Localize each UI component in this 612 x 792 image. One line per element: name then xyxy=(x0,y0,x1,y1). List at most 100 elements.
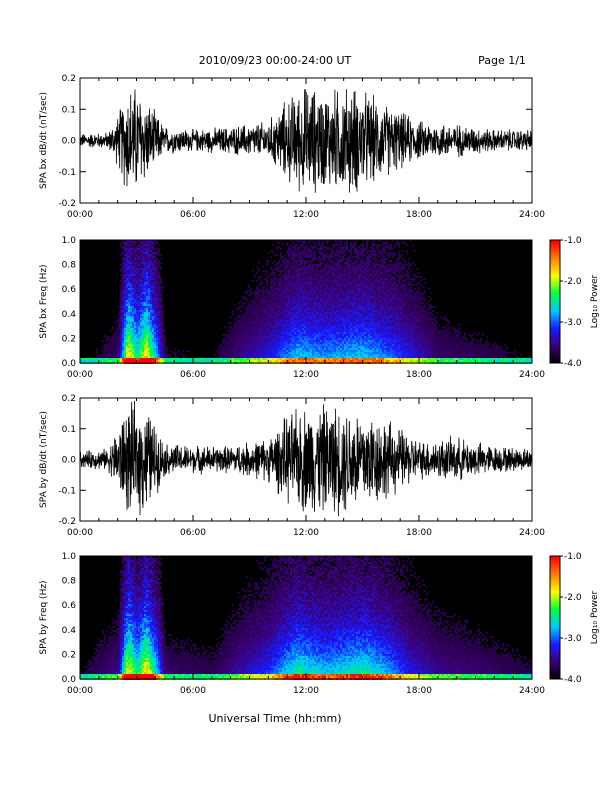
spectrogram-cell xyxy=(154,306,156,308)
spectrogram-cell xyxy=(242,330,244,332)
spectrogram-cell xyxy=(308,242,310,244)
spectrogram-cell xyxy=(270,312,272,314)
spectrogram-cell xyxy=(324,304,326,306)
spectrogram-cell xyxy=(350,346,352,348)
spectrogram-cell xyxy=(358,298,360,300)
spectrogram-cell xyxy=(256,358,258,360)
spectrogram-cell xyxy=(144,290,146,292)
spectrogram-cell xyxy=(260,276,262,278)
spectrogram-cell xyxy=(300,352,302,354)
spectrogram-cell xyxy=(126,332,128,334)
spectrogram-cell xyxy=(322,314,324,316)
spectrogram-cell xyxy=(312,336,314,338)
spectrogram-cell xyxy=(234,344,236,346)
spectrogram-cell xyxy=(138,304,140,306)
spectrogram-cell xyxy=(270,286,272,288)
spectrogram-cell xyxy=(272,304,274,306)
spectrogram-cell xyxy=(148,260,150,262)
spectrogram-cell xyxy=(262,332,264,334)
spectrogram-cell xyxy=(250,294,252,296)
spectrogram-cell xyxy=(298,322,300,324)
spectrogram-cell xyxy=(272,250,274,252)
spectrogram-cell xyxy=(102,356,104,358)
spectrogram-cell xyxy=(256,266,258,268)
spectrogram-cell xyxy=(258,358,260,360)
spectrogram-cell xyxy=(310,350,312,352)
spectrogram-cell xyxy=(282,350,284,352)
spectrogram-cell xyxy=(232,340,234,342)
spectrogram-cell xyxy=(340,308,342,310)
spectrogram-cell xyxy=(270,352,272,354)
spectrogram-cell xyxy=(332,308,334,310)
spectrogram-cell xyxy=(274,264,276,266)
spectrogram-cell xyxy=(128,268,130,270)
spectrogram-cell xyxy=(140,270,142,272)
spectrogram-cell xyxy=(152,322,154,324)
spectrogram-cell xyxy=(150,328,152,330)
spectrogram-cell xyxy=(150,336,152,338)
spectrogram-cell xyxy=(238,320,240,322)
spectrogram-cell xyxy=(284,296,286,298)
spectrogram-cell xyxy=(346,314,348,316)
spectrogram-cell xyxy=(334,282,336,284)
spectrogram-cell xyxy=(160,318,162,320)
spectrogram-cell xyxy=(282,300,284,302)
spectrogram-cell xyxy=(352,344,354,346)
spectrogram-cell xyxy=(302,244,304,246)
spectrogram-cell xyxy=(346,270,348,272)
spectrogram-cell xyxy=(122,310,124,312)
spectrogram-cell xyxy=(310,346,312,348)
spectrogram-cell xyxy=(134,340,136,342)
spectrogram-cell xyxy=(118,348,120,350)
spectrogram-cell xyxy=(276,296,278,298)
spectrogram-cell xyxy=(336,328,338,330)
spectrogram-cell xyxy=(268,252,270,254)
spectrogram-cell xyxy=(146,244,148,246)
spectrogram-cell xyxy=(90,360,92,362)
spectrogram-cell xyxy=(308,260,310,262)
spectrogram-cell xyxy=(154,350,156,352)
spectrogram-cell xyxy=(292,348,294,350)
spectrogram-cell xyxy=(132,360,134,362)
spectrogram-cell xyxy=(266,310,268,312)
spectrogram-cell xyxy=(124,266,126,268)
spectrogram-cell xyxy=(220,354,222,356)
spectrogram-cell xyxy=(354,348,356,350)
spectrogram-cell xyxy=(150,286,152,288)
spectrogram-cell xyxy=(238,332,240,334)
spectrogram-cell xyxy=(132,258,134,260)
spectrogram-cell xyxy=(318,328,320,330)
spectrogram-cell xyxy=(310,316,312,318)
spectrogram-cell xyxy=(294,298,296,300)
spectrogram-cell xyxy=(342,288,344,290)
spectrogram-cell xyxy=(284,260,286,262)
spectrogram-cell xyxy=(126,352,128,354)
spectrogram-cell xyxy=(332,358,334,360)
spectrogram-cell xyxy=(140,300,142,302)
spectrogram-cell xyxy=(144,294,146,296)
spectrogram-cell xyxy=(246,314,248,316)
spectrogram-cell xyxy=(272,310,274,312)
spectrogram-cell xyxy=(310,280,312,282)
spectrogram-cell xyxy=(342,358,344,360)
spectrogram-cell xyxy=(288,360,290,362)
spectrogram-cell xyxy=(132,334,134,336)
spectrogram-cell xyxy=(340,354,342,356)
spectrogram-cell xyxy=(118,322,120,324)
spectrogram-cell xyxy=(220,346,222,348)
spectrogram-cell xyxy=(320,316,322,318)
spectrogram-cell xyxy=(316,258,318,260)
spectrogram-cell xyxy=(356,340,358,342)
spectrogram-cell xyxy=(272,320,274,322)
spectrogram-cell xyxy=(288,358,290,360)
spectrogram-cell xyxy=(340,350,342,352)
spectrogram-cell xyxy=(234,336,236,338)
spectrogram-cell xyxy=(128,334,130,336)
spectrogram-cell xyxy=(344,310,346,312)
spectrogram-cell xyxy=(310,344,312,346)
spectrogram-cell xyxy=(278,340,280,342)
spectrogram-cell xyxy=(294,328,296,330)
spectrogram-cell xyxy=(130,280,132,282)
spectrogram-cell xyxy=(150,314,152,316)
spectrogram-cell xyxy=(316,350,318,352)
